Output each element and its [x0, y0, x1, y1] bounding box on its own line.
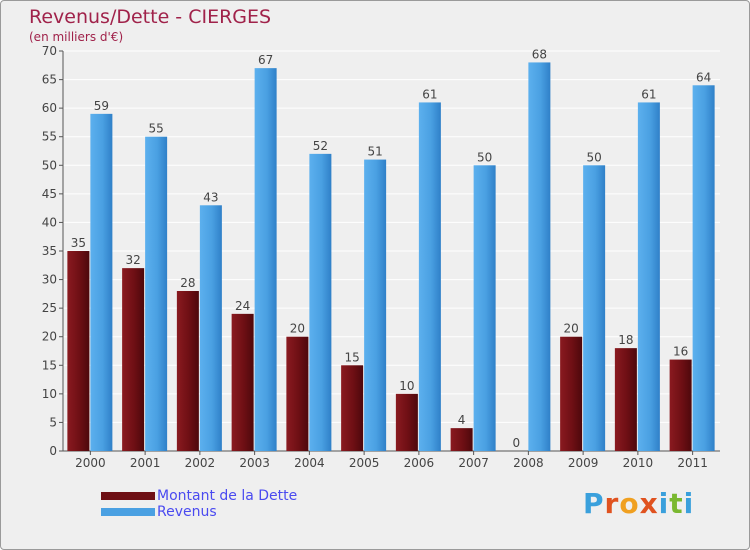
bar-revenue	[583, 165, 606, 452]
legend-label-revenue: Revenus	[157, 504, 217, 520]
y-tick-label: 65	[42, 73, 57, 87]
chart-subtitle: (en milliers d'€)	[29, 30, 124, 44]
bar-revenue	[692, 85, 715, 452]
y-tick-label: 5	[49, 415, 57, 429]
x-tick-label: 2003	[239, 456, 270, 470]
data-label-debt: 4	[458, 413, 466, 427]
y-tick-label: 0	[49, 444, 57, 458]
legend-label-debt: Montant de la Dette	[157, 488, 298, 504]
x-tick-label: 2005	[349, 456, 380, 470]
data-label-debt: 35	[71, 236, 86, 250]
y-tick-label: 25	[42, 301, 57, 315]
bar-debt	[395, 393, 418, 451]
y-tick-label: 50	[42, 158, 57, 172]
data-label-debt: 16	[673, 345, 688, 359]
bar-debt	[560, 336, 583, 451]
bar-revenue	[364, 159, 387, 452]
bar-revenue	[418, 102, 441, 451]
y-tick-label: 60	[42, 101, 57, 115]
data-label-revenue: 64	[696, 70, 711, 84]
data-label-revenue: 50	[477, 150, 492, 164]
x-tick-label: 2002	[185, 456, 216, 470]
data-label-debt: 20	[290, 322, 305, 336]
legend-swatch-debt	[101, 492, 155, 500]
legend-item-revenue: Revenus	[101, 504, 217, 520]
data-labels: 35 59 32 55 28 43 24 67 20 52 15 51 10 61 4 50 0 68 20 50 18…	[71, 47, 712, 450]
y-tick-label: 45	[42, 187, 57, 201]
x-tick-label: 2010	[623, 456, 654, 470]
data-label-revenue: 59	[94, 99, 109, 113]
bar-debt	[341, 365, 364, 451]
bar-debt	[669, 359, 692, 451]
bar-revenue	[199, 205, 222, 451]
x-tick-label: 2007	[458, 456, 489, 470]
data-label-revenue: 61	[641, 87, 656, 101]
bar-revenue	[145, 136, 168, 451]
y-tick-label: 20	[42, 330, 57, 344]
proxiti-logo: Proxiti	[583, 487, 695, 520]
bar-debt	[122, 268, 145, 451]
data-label-debt: 18	[618, 333, 633, 347]
y-tick-label: 15	[42, 358, 57, 372]
bar-debt	[450, 428, 473, 451]
data-label-debt: 20	[563, 322, 578, 336]
x-tick-label: 2001	[130, 456, 161, 470]
y-tick-label: 10	[42, 387, 57, 401]
legend-swatch-revenue	[101, 508, 155, 516]
data-label-revenue: 52	[313, 139, 328, 153]
grid-lines	[63, 50, 720, 452]
x-tick-label: 2009	[568, 456, 599, 470]
x-tick-label: 2006	[404, 456, 435, 470]
bar-debt	[176, 291, 199, 451]
data-label-revenue: 43	[203, 190, 218, 204]
bar-debt	[231, 313, 254, 451]
bar-revenue	[637, 102, 660, 451]
data-label-debt: 10	[399, 379, 414, 393]
x-tick-label: 2011	[677, 456, 708, 470]
x-tick-label: 2008	[513, 456, 544, 470]
y-tick-label: 55	[42, 130, 57, 144]
y-tick-label: 40	[42, 215, 57, 229]
data-label-revenue: 51	[367, 145, 382, 159]
chart-title: Revenus/Dette - CIERGES	[29, 6, 272, 28]
data-label-revenue: 61	[422, 87, 437, 101]
y-tick-label: 35	[42, 244, 57, 258]
bar-revenue	[309, 153, 332, 451]
bar-debt	[286, 336, 309, 451]
bar-revenue	[254, 68, 277, 452]
x-tick-label: 2000	[75, 456, 106, 470]
bar-revenue	[473, 165, 496, 452]
data-label-debt: 24	[235, 299, 250, 313]
y-tick-label: 30	[42, 273, 57, 287]
data-label-debt: 32	[125, 253, 140, 267]
data-label-debt: 0	[513, 436, 521, 450]
bar-revenue	[528, 62, 551, 452]
data-label-debt: 28	[180, 276, 195, 290]
bar-debt	[614, 348, 637, 451]
data-label-revenue: 55	[148, 122, 163, 136]
data-label-revenue: 50	[586, 150, 601, 164]
data-label-debt: 15	[344, 350, 359, 364]
bar-revenue	[90, 113, 113, 451]
legend-item-debt: Montant de la Dette	[101, 488, 297, 504]
bar-debt	[67, 251, 90, 451]
y-tick-label: 70	[42, 44, 57, 58]
bars	[67, 62, 715, 452]
data-label-revenue: 68	[532, 47, 547, 61]
x-tick-label: 2004	[294, 456, 325, 470]
data-label-revenue: 67	[258, 53, 273, 67]
